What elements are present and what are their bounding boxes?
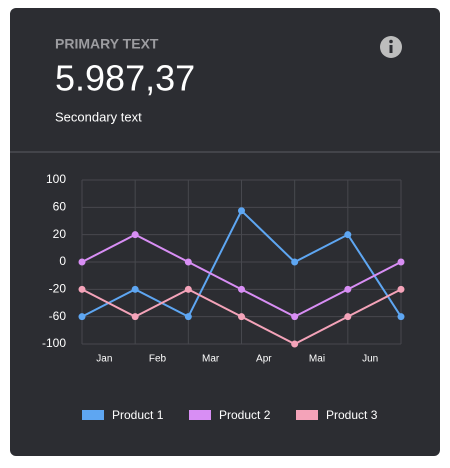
- point: [238, 313, 245, 321]
- point: [78, 285, 86, 293]
- y-tick-label: 100: [46, 172, 66, 186]
- point: [397, 313, 405, 321]
- point: [397, 258, 405, 266]
- info-icon[interactable]: [380, 36, 402, 58]
- point: [78, 258, 86, 266]
- point: [184, 258, 192, 266]
- legend-swatch: [82, 410, 104, 420]
- point: [344, 313, 352, 321]
- legend-label: Product 1: [112, 408, 164, 422]
- legend-label: Product 3: [326, 408, 378, 422]
- x-tick-label: Mai: [309, 354, 325, 365]
- info-dot[interactable]: [389, 39, 393, 44]
- primary-value: 5.987,37: [55, 58, 195, 99]
- x-tick-label: Mar: [202, 354, 220, 365]
- point: [184, 313, 192, 321]
- y-tick-label: -60: [49, 309, 67, 323]
- point: [291, 340, 299, 348]
- x-tick-label: Jan: [96, 354, 112, 365]
- point: [131, 313, 139, 321]
- point: [344, 285, 352, 293]
- point: [238, 207, 245, 215]
- point: [291, 258, 299, 266]
- y-tick-label: 0: [59, 254, 66, 268]
- point: [397, 285, 405, 293]
- y-tick-label: 60: [53, 200, 67, 214]
- secondary-text: Secondary text: [55, 109, 142, 124]
- point: [291, 313, 299, 321]
- point: [131, 285, 139, 293]
- legend-swatch: [189, 410, 211, 420]
- x-tick-label: Apr: [256, 354, 272, 365]
- y-tick-label: 20: [53, 227, 67, 241]
- point: [344, 231, 352, 239]
- x-tick-label: Feb: [149, 354, 167, 365]
- point: [184, 285, 192, 293]
- y-tick-label: -100: [42, 336, 66, 350]
- legend-label: Product 2: [219, 408, 271, 422]
- legend-swatch: [296, 410, 318, 420]
- x-tick-label: Jun: [362, 354, 378, 365]
- y-tick-label: -20: [49, 282, 67, 296]
- primary-label: PRIMARY TEXT: [55, 36, 159, 52]
- point: [238, 285, 245, 293]
- info-bar[interactable]: [389, 45, 393, 53]
- point: [131, 231, 139, 239]
- point: [78, 313, 86, 321]
